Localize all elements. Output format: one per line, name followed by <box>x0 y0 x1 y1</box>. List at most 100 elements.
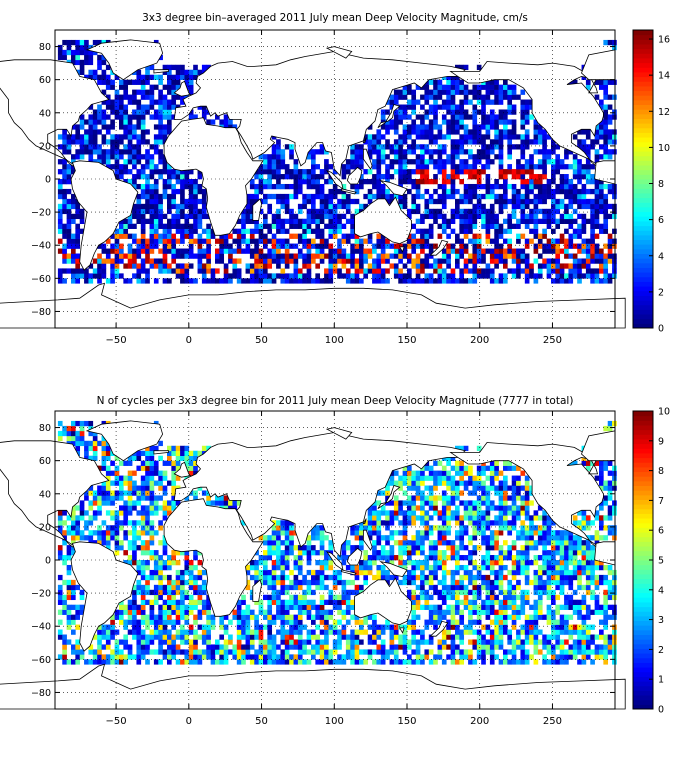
data-bin <box>546 154 552 160</box>
data-bin <box>393 659 399 665</box>
data-bin <box>489 609 495 615</box>
data-bin <box>88 74 94 80</box>
data-bin <box>210 619 216 625</box>
data-bin <box>446 109 451 115</box>
data-bin <box>420 629 425 635</box>
data-bin <box>306 263 312 269</box>
data-bin <box>520 208 526 215</box>
data-bin <box>494 124 499 130</box>
data-bin <box>551 169 556 175</box>
colorbar-segment <box>633 248 653 254</box>
data-bin <box>428 94 434 100</box>
data-bin <box>232 238 238 244</box>
data-bin <box>533 555 539 561</box>
data-bin <box>524 629 530 635</box>
data-bin <box>280 174 286 180</box>
data-bin <box>481 203 486 210</box>
data-bin <box>145 659 150 665</box>
data-bin <box>385 619 390 625</box>
data-bin <box>241 659 246 665</box>
data-bin <box>184 273 190 279</box>
data-bin <box>494 634 499 640</box>
data-bin <box>263 614 268 620</box>
data-bin <box>145 238 150 244</box>
data-bin <box>140 584 146 591</box>
data-bin <box>145 188 150 195</box>
data-bin <box>376 129 382 135</box>
data-bin <box>546 569 552 576</box>
data-bin <box>537 149 543 155</box>
data-bin <box>472 193 478 200</box>
data-bin <box>472 169 478 175</box>
data-bin <box>167 654 172 660</box>
data-bin <box>437 79 443 85</box>
data-bin <box>245 644 251 650</box>
data-bin <box>516 223 521 229</box>
data-bin <box>455 589 460 596</box>
data-bin <box>101 134 107 140</box>
data-bin <box>311 619 316 625</box>
data-bin <box>568 579 574 586</box>
data-bin <box>332 624 338 630</box>
data-bin <box>75 609 81 615</box>
chart-panel-1: −50 0 50 100 150 200 250−80−60−40−200204060803… <box>0 12 670 346</box>
data-bin <box>476 614 482 620</box>
data-bin <box>428 119 434 125</box>
data-bin <box>463 228 469 234</box>
data-bin <box>293 268 299 274</box>
data-bin <box>407 89 412 95</box>
data-bin <box>367 193 373 200</box>
data-bin <box>57 555 63 561</box>
data-bin <box>533 574 539 581</box>
data-bin <box>441 188 447 195</box>
data-bin <box>542 589 547 596</box>
data-bin <box>223 238 229 244</box>
data-bin <box>520 589 526 596</box>
data-bin <box>564 228 569 234</box>
data-bin <box>132 109 137 115</box>
data-bin <box>71 198 76 205</box>
data-bin <box>420 228 425 234</box>
data-bin <box>372 614 377 620</box>
data-bin <box>450 644 456 650</box>
data-bin <box>140 188 146 195</box>
data-bin <box>485 609 491 615</box>
data-bin <box>97 114 102 120</box>
data-bin <box>428 154 434 160</box>
data-bin <box>114 248 120 254</box>
coastline <box>362 137 367 143</box>
data-bin <box>184 74 190 80</box>
data-bin <box>210 649 216 655</box>
data-bin <box>520 124 526 130</box>
data-bin <box>568 634 574 640</box>
data-bin <box>476 629 482 635</box>
data-bin <box>459 84 465 90</box>
data-bin <box>284 218 290 224</box>
data-bin <box>258 634 264 640</box>
data-bin <box>197 223 203 229</box>
data-bin <box>603 574 609 581</box>
data-bin <box>599 208 604 215</box>
data-bin <box>498 555 504 561</box>
data-bin <box>489 629 495 635</box>
colorbar-segment <box>633 286 653 292</box>
data-bin <box>446 188 451 195</box>
data-bin <box>455 114 460 120</box>
data-bin <box>481 564 486 571</box>
data-bin <box>546 134 552 140</box>
data-bin <box>481 169 486 175</box>
data-bin <box>424 203 430 210</box>
data-bin <box>363 619 369 625</box>
data-bin <box>153 649 159 655</box>
data-bin <box>402 89 408 95</box>
data-bin <box>415 193 421 200</box>
data-bin <box>529 159 534 165</box>
data-bin <box>332 223 338 229</box>
data-bin <box>472 164 478 170</box>
data-bin <box>372 263 377 269</box>
data-bin <box>489 149 495 155</box>
data-bin <box>494 183 499 190</box>
data-bin <box>433 124 438 130</box>
data-bin <box>62 268 67 274</box>
data-bin <box>577 649 582 655</box>
